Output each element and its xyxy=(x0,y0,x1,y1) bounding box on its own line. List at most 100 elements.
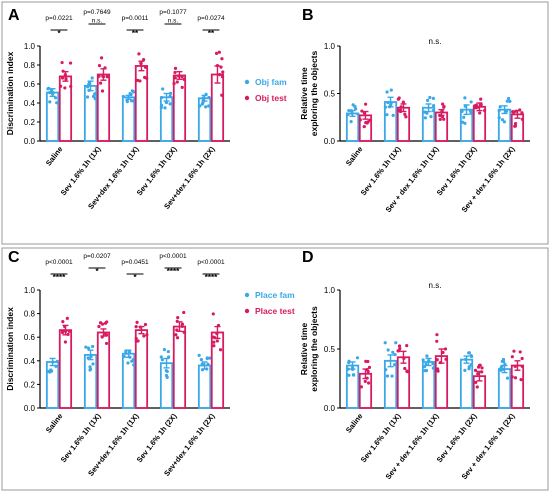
y-tick-label: 0.5 xyxy=(324,90,336,99)
data-point xyxy=(159,105,163,110)
data-point xyxy=(168,94,172,98)
data-point xyxy=(474,380,478,385)
data-point xyxy=(385,374,390,378)
data-point xyxy=(60,330,65,335)
data-point xyxy=(520,117,524,121)
data-point xyxy=(175,336,180,340)
data-point xyxy=(167,355,171,359)
legend-entry: Place test xyxy=(255,306,295,316)
data-point xyxy=(173,76,177,80)
data-point xyxy=(513,364,517,369)
p-value-label: p<0.0001 xyxy=(197,259,225,266)
data-point xyxy=(398,109,403,114)
data-point xyxy=(55,101,59,105)
data-point xyxy=(160,95,164,100)
data-point xyxy=(386,100,390,105)
data-point xyxy=(49,88,54,92)
data-point xyxy=(139,61,143,65)
data-point xyxy=(366,369,370,374)
data-point xyxy=(175,328,179,332)
ns-label: n.s. xyxy=(429,281,442,290)
data-point xyxy=(393,353,397,357)
data-point xyxy=(364,102,368,106)
data-point xyxy=(145,333,149,337)
x-tick-label: Sev 1.6% 1h (2X) xyxy=(135,411,179,464)
significance-stars: n.s. xyxy=(168,18,179,25)
data-point xyxy=(520,356,524,361)
panel-frame xyxy=(1,1,549,245)
data-point xyxy=(438,117,442,121)
data-point xyxy=(396,97,400,101)
data-point xyxy=(217,50,221,54)
data-point xyxy=(444,357,448,361)
data-point xyxy=(441,102,445,106)
data-point xyxy=(359,385,363,389)
data-point xyxy=(129,92,133,97)
data-point xyxy=(431,361,435,366)
data-point xyxy=(173,66,178,70)
data-point xyxy=(352,373,356,377)
data-point xyxy=(175,80,179,84)
data-point xyxy=(206,362,210,366)
data-point xyxy=(435,339,439,343)
data-point xyxy=(48,90,52,95)
chart-panel-B: B 0.0 0.5 1.0 Relative timeexploring the obj… xyxy=(299,7,530,214)
panel-label: C xyxy=(8,249,20,266)
y-tick-label: 0.2 xyxy=(24,118,36,127)
data-point xyxy=(53,96,58,100)
data-point xyxy=(143,75,147,79)
significance-stars: * xyxy=(57,29,61,38)
y-axis-label-line: Relative time xyxy=(299,67,309,120)
data-point xyxy=(464,357,468,361)
data-point xyxy=(47,86,51,90)
data-point xyxy=(127,350,132,354)
data-point xyxy=(180,322,184,326)
x-tick-label: Saline xyxy=(344,412,365,435)
data-point xyxy=(161,87,165,91)
data-point xyxy=(61,320,65,324)
data-point xyxy=(436,369,440,373)
data-point xyxy=(405,344,409,348)
data-point xyxy=(392,363,397,367)
data-point xyxy=(164,101,169,105)
data-point xyxy=(220,75,225,79)
data-point xyxy=(355,356,360,360)
data-point xyxy=(427,359,431,363)
p-value-label: p=0.0221 xyxy=(45,15,73,22)
x-tick-label: Saline xyxy=(44,412,65,435)
data-point xyxy=(100,322,105,326)
data-point xyxy=(435,358,439,362)
significance-stars: n.s. xyxy=(92,18,103,25)
data-point xyxy=(368,118,372,122)
data-point xyxy=(174,333,178,337)
data-point xyxy=(366,381,371,385)
data-point xyxy=(366,359,370,364)
data-point xyxy=(347,373,351,377)
data-point xyxy=(103,66,107,70)
data-point xyxy=(389,101,393,105)
bar xyxy=(210,331,225,409)
data-point xyxy=(134,336,138,341)
data-point xyxy=(172,82,176,86)
data-point xyxy=(431,109,435,113)
bar xyxy=(345,112,360,142)
data-point xyxy=(101,74,105,78)
data-point xyxy=(176,316,180,320)
panel-label: B xyxy=(302,7,314,24)
data-point xyxy=(205,356,209,360)
y-tick-label: 1.0 xyxy=(324,42,336,51)
data-point xyxy=(441,350,445,355)
x-tick-label: Sev 1.6% 1h (1X) xyxy=(359,144,403,197)
data-point xyxy=(105,333,109,337)
data-point xyxy=(500,118,505,122)
y-axis-label: Discrimination index xyxy=(5,51,15,135)
data-point xyxy=(198,104,202,108)
bar xyxy=(121,96,136,142)
data-point xyxy=(162,347,167,352)
data-point xyxy=(61,69,65,73)
data-point xyxy=(69,84,73,89)
data-point xyxy=(519,378,523,382)
data-point xyxy=(501,367,506,371)
x-tick-label: Sev 1.6% 1h (1X) xyxy=(59,411,103,464)
